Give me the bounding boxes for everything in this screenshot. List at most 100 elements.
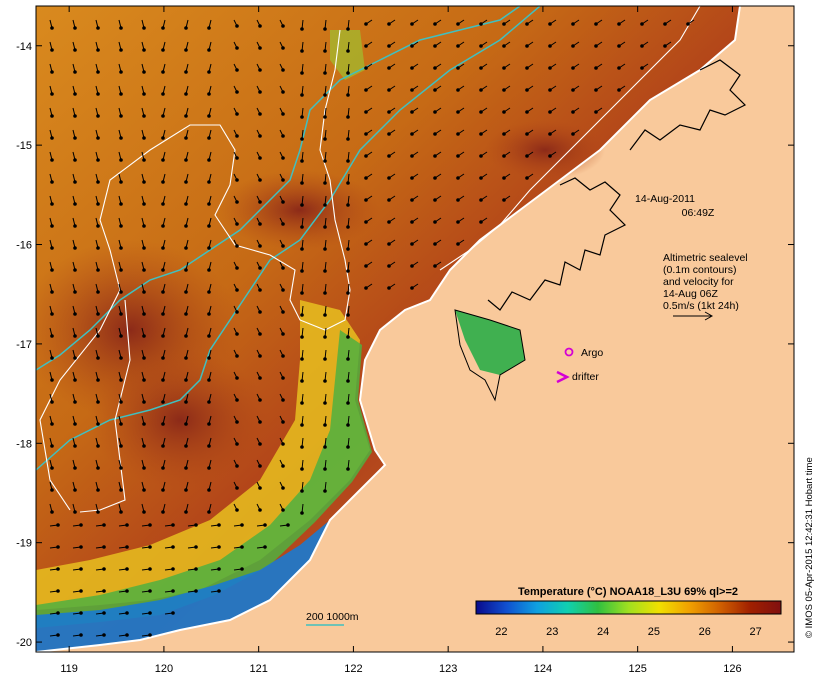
- velocity-arrow-head: [410, 110, 414, 114]
- latitude-axis: -14 -15 -16 -17 -18 -19 -20: [16, 41, 794, 649]
- velocity-arrow-head: [207, 136, 211, 140]
- velocity-arrow-head: [525, 22, 529, 26]
- velocity-arrow-head: [594, 66, 598, 70]
- velocity-arrow-head: [171, 611, 175, 615]
- velocity-arrow-head: [502, 132, 506, 136]
- velocity-arrow-head: [263, 545, 267, 549]
- velocity-arrow-head: [281, 134, 285, 138]
- velocity-arrow-head: [148, 523, 152, 527]
- velocity-arrow-head: [50, 48, 54, 52]
- velocity-arrow-head: [142, 70, 146, 74]
- velocity-arrow-head: [142, 312, 146, 316]
- velocity-arrow-head: [346, 467, 350, 471]
- velocity-arrow-head: [50, 488, 54, 492]
- velocity-arrow-head: [346, 159, 350, 163]
- velocity-arrow-head: [73, 378, 77, 382]
- velocity-arrow-head: [161, 444, 165, 448]
- velocity-arrow-head: [323, 93, 327, 97]
- velocity-arrow-head: [410, 66, 414, 70]
- velocity-arrow-head: [142, 444, 146, 448]
- velocity-arrow-head: [479, 176, 483, 180]
- velocity-arrow-head: [184, 312, 188, 316]
- velocity-arrow-head: [235, 112, 239, 116]
- velocity-arrow-head: [300, 291, 304, 295]
- velocity-arrow-head: [594, 22, 598, 26]
- colorbar-tick-label: 25: [648, 626, 660, 638]
- velocity-arrow-head: [184, 400, 188, 404]
- velocity-arrow-head: [281, 222, 285, 226]
- velocity-arrow-head: [73, 48, 77, 52]
- velocity-arrow-head: [50, 114, 54, 118]
- velocity-arrow-head: [125, 611, 129, 615]
- velocity-arrow-head: [571, 22, 575, 26]
- velocity-arrow-head: [207, 400, 211, 404]
- velocity-arrow-head: [235, 222, 239, 226]
- velocity-arrow-head: [161, 268, 165, 272]
- velocity-arrow-head: [184, 26, 188, 30]
- velocity-arrow-head: [161, 114, 165, 118]
- altimetry-line-2: (0.1m contours): [663, 264, 737, 276]
- velocity-arrow-head: [235, 156, 239, 160]
- colorbar-tick-label: 26: [699, 626, 711, 638]
- velocity-arrow-head: [323, 159, 327, 163]
- velocity-arrow-head: [161, 246, 165, 250]
- velocity-arrow-head: [56, 545, 60, 549]
- velocity-arrow-head: [50, 510, 54, 514]
- velocity-arrow-head: [142, 334, 146, 338]
- velocity-arrow-head: [433, 22, 437, 26]
- velocity-arrow-head: [217, 567, 221, 571]
- velocity-arrow-head: [96, 48, 100, 52]
- velocity-arrow-head: [50, 92, 54, 96]
- velocity-arrow-head: [79, 611, 83, 615]
- velocity-arrow-head: [79, 523, 83, 527]
- velocity-arrow-head: [142, 92, 146, 96]
- velocity-arrow-head: [300, 445, 304, 449]
- velocity-arrow-head: [50, 334, 54, 338]
- velocity-arrow-head: [184, 488, 188, 492]
- velocity-arrow-head: [258, 420, 262, 424]
- velocity-arrow-head: [300, 247, 304, 251]
- sealevel-contour: [39, 29, 351, 511]
- velocity-arrow-head: [281, 46, 285, 50]
- velocity-arrow-head: [410, 220, 414, 224]
- velocity-arrow-head: [96, 26, 100, 30]
- velocity-arrow-head: [323, 203, 327, 207]
- velocity-arrow-head: [142, 114, 146, 118]
- velocity-arrow-head: [571, 66, 575, 70]
- lat-tick-label: -18: [16, 438, 32, 450]
- velocity-arrow-head: [161, 334, 165, 338]
- velocity-arrow-head: [525, 88, 529, 92]
- velocity-arrow-head: [142, 48, 146, 52]
- colorbar-tick-label: 27: [749, 626, 761, 638]
- coastline: [36, 6, 741, 652]
- velocity-arrow-head: [281, 178, 285, 182]
- velocity-arrow-head: [346, 115, 350, 119]
- sealevel-contour: [439, 6, 701, 271]
- map-border: [35, 5, 795, 653]
- velocity-arrow-head: [207, 158, 211, 162]
- velocity-arrow-head: [207, 488, 211, 492]
- argo-marker: [564, 347, 574, 357]
- velocity-arrow-head: [456, 88, 460, 92]
- velocity-arrow-head: [194, 589, 198, 593]
- velocity-arrow-head: [161, 422, 165, 426]
- velocity-arrow-head: [142, 268, 146, 272]
- velocity-arrow-head: [479, 66, 483, 70]
- velocity-arrow-head: [73, 488, 77, 492]
- colorbar-tick-label: 23: [546, 626, 558, 638]
- velocity-arrow-head: [258, 332, 262, 336]
- bay-outline: [454, 309, 526, 402]
- velocity-arrow-head: [323, 467, 327, 471]
- velocity-arrow-head: [663, 22, 667, 26]
- velocity-arrow-head: [207, 466, 211, 470]
- velocity-arrow-head: [387, 88, 391, 92]
- velocity-arrow-head: [281, 464, 285, 468]
- velocity-arrow-head: [502, 154, 506, 158]
- velocity-arrow-head: [96, 488, 100, 492]
- velocity-arrow-head: [300, 49, 304, 53]
- velocity-arrow-head: [281, 420, 285, 424]
- velocity-arrow-head: [73, 26, 77, 30]
- velocity-arrow-head: [184, 290, 188, 294]
- velocity-arrow-head: [364, 44, 368, 48]
